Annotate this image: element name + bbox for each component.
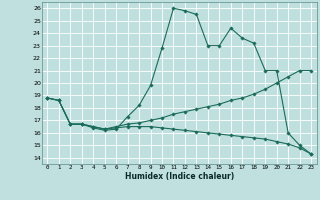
X-axis label: Humidex (Indice chaleur): Humidex (Indice chaleur)	[124, 172, 234, 181]
